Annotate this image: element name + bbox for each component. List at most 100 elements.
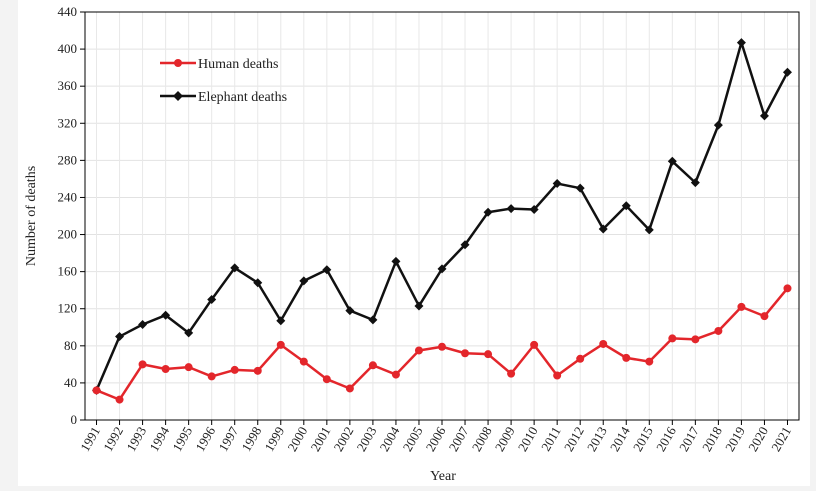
x-axis-ticks: 1991199219931994199519961997199819992000…: [77, 420, 794, 454]
data-point-elephant: [414, 301, 424, 311]
data-point-elephant: [345, 306, 355, 316]
data-point-human: [714, 326, 723, 335]
series-elephant-deaths: [92, 38, 792, 395]
y-tick-label: 80: [64, 338, 77, 353]
data-point-human: [253, 366, 262, 375]
data-point-human: [230, 365, 239, 374]
legend-item-human: Human deaths: [160, 57, 278, 72]
data-point-elephant: [667, 156, 677, 166]
data-point-elephant: [552, 179, 562, 189]
data-point-elephant: [575, 183, 585, 193]
data-point-human: [783, 284, 792, 293]
legend: Human deaths Elephant deaths: [160, 57, 287, 105]
data-point-human: [645, 357, 654, 366]
x-tick-label: 1995: [169, 424, 195, 454]
data-point-human: [184, 363, 193, 372]
data-point-elephant: [161, 310, 171, 320]
x-tick-label: 2006: [423, 424, 449, 454]
data-point-elephant: [322, 265, 332, 275]
y-tick-label: 120: [58, 301, 78, 316]
data-point-elephant: [483, 207, 493, 217]
x-axis-title: Year: [430, 469, 456, 484]
x-tick-label: 1998: [238, 424, 264, 454]
x-tick-label: 2012: [561, 424, 587, 454]
data-point-elephant: [230, 263, 240, 273]
x-tick-label: 2017: [676, 424, 702, 454]
x-tick-label: 2008: [469, 424, 495, 454]
data-point-human: [391, 370, 400, 379]
data-point-elephant: [368, 315, 378, 325]
data-point-human: [599, 339, 608, 348]
y-tick-label: 160: [58, 264, 78, 279]
data-point-elephant: [115, 332, 125, 342]
data-point-elephant: [437, 264, 447, 274]
data-point-human: [576, 354, 585, 363]
data-point-human: [322, 375, 331, 384]
data-point-elephant: [690, 178, 700, 188]
data-point-elephant: [506, 204, 516, 214]
data-point-human: [668, 334, 677, 343]
data-point-elephant: [207, 294, 217, 304]
x-tick-label: 2011: [538, 424, 564, 454]
data-point-human: [368, 361, 377, 370]
x-tick-label: 2007: [446, 424, 472, 454]
y-tick-label: 400: [58, 41, 78, 56]
x-tick-label: 1993: [123, 424, 149, 454]
data-point-human: [345, 384, 354, 393]
data-point-human: [461, 349, 470, 358]
x-tick-label: 2005: [400, 424, 426, 454]
data-point-human: [691, 335, 700, 344]
data-point-human: [484, 350, 493, 359]
data-point-human: [760, 312, 769, 321]
data-point-human: [92, 386, 101, 395]
legend-item-elephant: Elephant deaths: [160, 90, 287, 105]
x-tick-label: 1991: [77, 424, 103, 454]
data-point-human: [553, 371, 562, 380]
x-tick-label: 2000: [284, 424, 310, 454]
series-human-deaths: [92, 284, 792, 404]
data-point-human: [737, 302, 746, 311]
grid: [85, 12, 799, 420]
x-tick-label: 1999: [261, 424, 287, 454]
data-point-elephant: [644, 225, 654, 235]
data-point-human: [414, 346, 423, 355]
legend-label-human: Human deaths: [198, 57, 278, 72]
y-axis-title: Number of deaths: [24, 166, 39, 266]
x-tick-label: 2014: [607, 424, 633, 454]
x-tick-label: 1997: [215, 424, 241, 454]
x-tick-label: 2016: [653, 424, 679, 454]
data-point-elephant: [276, 316, 286, 326]
x-tick-label: 2015: [630, 424, 656, 454]
data-point-human: [276, 340, 285, 349]
data-point-human: [622, 353, 631, 362]
data-point-elephant: [184, 328, 194, 338]
series-layer: [92, 38, 792, 404]
data-point-elephant: [759, 111, 769, 121]
y-tick-label: 40: [64, 375, 77, 390]
y-tick-label: 0: [71, 412, 78, 427]
x-tick-label: 2018: [699, 424, 725, 454]
x-tick-label: 2003: [354, 424, 380, 454]
y-tick-label: 320: [58, 115, 78, 130]
y-tick-label: 440: [58, 4, 78, 19]
data-point-elephant: [621, 201, 631, 211]
x-tick-label: 1994: [146, 424, 172, 454]
data-point-human: [207, 372, 216, 381]
data-point-human: [115, 395, 124, 404]
x-tick-label: 2004: [377, 424, 403, 454]
data-point-elephant: [736, 38, 746, 48]
x-tick-label: 2002: [330, 424, 356, 454]
data-point-human: [530, 340, 539, 349]
data-point-elephant: [460, 240, 470, 250]
x-tick-label: 2009: [492, 424, 518, 454]
x-tick-label: 2001: [307, 424, 333, 454]
data-point-human: [138, 360, 147, 369]
data-point-elephant: [713, 120, 723, 130]
legend-label-elephant: Elephant deaths: [198, 90, 287, 105]
x-tick-label: 2013: [584, 424, 610, 454]
data-point-elephant: [253, 278, 263, 288]
chart-panel: 0 40 80 120 160 200 240 280 320 360 400 440 1991 199…: [18, 0, 810, 486]
data-point-elephant: [598, 224, 608, 234]
